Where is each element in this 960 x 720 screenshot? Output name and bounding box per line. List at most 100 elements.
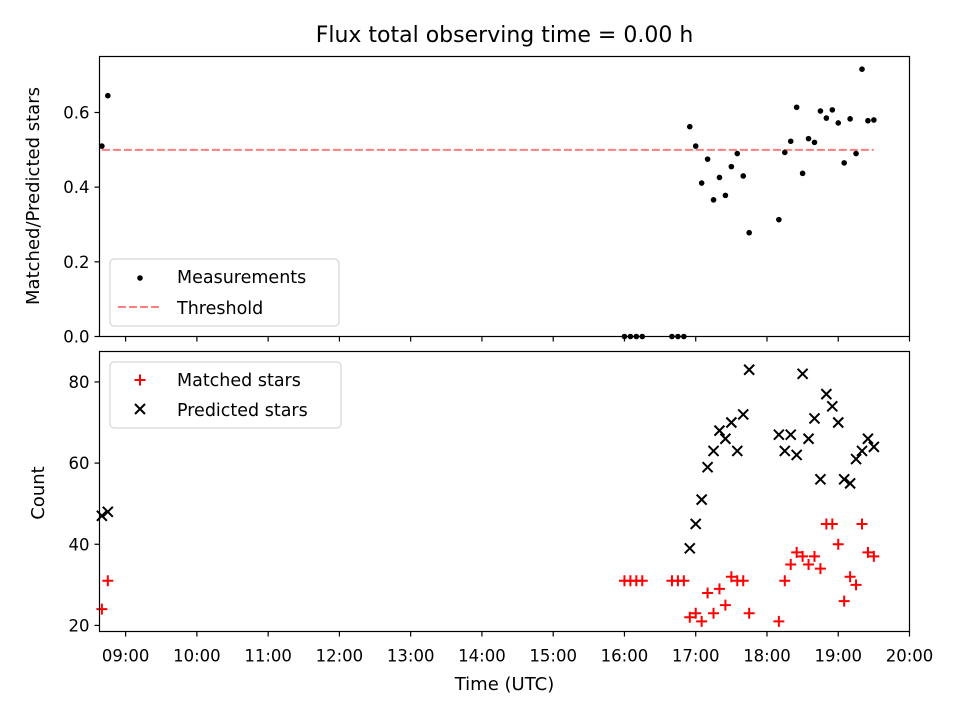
time-x-axis: 09:00 10:00 11:00 12:00 13:00 14:00 15:00 16:00… <box>102 631 933 666</box>
count-panel: 20 40 60 80 09:00 10:00 11:00 12:00 13:00 14:00 1… <box>28 350 933 695</box>
matched-star-point <box>791 546 803 558</box>
measurement-point <box>710 197 717 203</box>
predicted-star-point <box>838 473 850 486</box>
measurement-point <box>99 143 105 149</box>
measurement-point <box>740 173 747 179</box>
predicted-star-point <box>743 364 755 376</box>
time-x-tick-label: 15:00 <box>529 647 577 666</box>
matched-star-point <box>684 611 696 623</box>
ratio-x-ticks <box>125 336 911 342</box>
count-legend: Matched stars Predicted stars <box>109 361 342 429</box>
predicted-star-point <box>779 445 791 457</box>
measurement-point <box>722 192 729 199</box>
measurement-point <box>787 138 794 145</box>
time-x-tick-label: 17:00 <box>672 647 720 666</box>
matched-star-point <box>773 615 785 627</box>
ratio-y-tick-label: 0.4 <box>63 178 89 197</box>
count-y-tick-label: 20 <box>69 616 90 635</box>
legend-measurements-label: Measurements <box>177 268 306 288</box>
ratio-y-tick-label: 0.6 <box>63 104 89 123</box>
time-x-axis-label: Time (UTC) <box>454 674 555 695</box>
matched-star-point <box>779 575 791 587</box>
measurement-point <box>692 143 699 149</box>
predicted-star-point <box>737 408 749 421</box>
matched-star-point <box>856 518 868 530</box>
time-x-tick-label: 14:00 <box>458 647 506 666</box>
count-plot-area <box>96 364 880 627</box>
count-legend-box <box>109 361 342 429</box>
measurement-point <box>686 123 693 130</box>
matched-star-point <box>797 550 809 562</box>
ratio-axes-frame <box>98 55 911 338</box>
measurement-point <box>871 117 877 123</box>
count-y-axis: 20 40 60 80 <box>69 373 100 635</box>
predicted-star-point <box>690 518 702 530</box>
matched-star-point <box>743 607 755 619</box>
predicted-star-point <box>684 542 696 555</box>
ratio-y-tick-label: 0.0 <box>63 328 89 347</box>
predicted-star-point <box>731 445 743 457</box>
predicted-star-point <box>802 433 815 445</box>
matched-star-point <box>702 587 714 599</box>
matched-star-point <box>719 599 731 611</box>
matched-star-point <box>708 607 720 619</box>
predicted-star-point <box>820 388 833 400</box>
matched-star-point <box>868 550 880 562</box>
time-x-tick-label: 18:00 <box>743 647 791 666</box>
count-axes-frame <box>98 350 911 633</box>
matched-star-point <box>826 518 838 530</box>
matched-star-point <box>808 550 820 562</box>
predicted-star-point <box>773 428 785 441</box>
time-x-tick-label: 12:00 <box>316 647 364 666</box>
measurement-point <box>829 107 836 113</box>
ratio-legend: Measurements Threshold <box>109 258 340 327</box>
predicted-star-point <box>814 473 827 486</box>
measurement-point <box>847 116 853 122</box>
count-y-tick-label: 40 <box>69 535 90 554</box>
figure-title: Flux total observing time = 0.00 h <box>316 23 694 48</box>
predicted-star-point <box>832 416 844 429</box>
count-y-tick-label: 60 <box>69 454 90 473</box>
legend-predicted-marker <box>134 403 146 415</box>
measurement-point <box>716 174 723 181</box>
legend-threshold-label: Threshold <box>176 299 263 319</box>
legend-measurements-marker <box>137 275 143 281</box>
measurement-point <box>704 156 711 162</box>
predicted-star-point <box>868 441 880 453</box>
predicted-star-point <box>796 368 809 380</box>
predicted-star-point <box>850 453 862 465</box>
matched-star-point <box>850 579 862 591</box>
predicted-star-point <box>826 400 839 412</box>
matched-star-point <box>832 538 844 550</box>
matched-star-point <box>636 575 648 587</box>
matched-star-point <box>678 575 690 587</box>
measurement-point <box>734 150 741 157</box>
matched-star-point <box>696 615 708 627</box>
predicted-star-point <box>856 445 868 457</box>
measurement-point <box>865 117 871 124</box>
measurement-point <box>859 66 865 72</box>
matched-star-point <box>725 571 737 583</box>
measurement-point <box>793 104 800 111</box>
ratio-y-axis: 0.0 0.2 0.4 0.6 <box>63 104 100 347</box>
matched-star-point <box>102 575 114 587</box>
measurement-point <box>746 229 752 236</box>
legend-matched-marker <box>134 374 146 386</box>
legend-predicted-label: Predicted stars <box>177 401 308 421</box>
matched-star-point <box>803 559 815 571</box>
measurement-point <box>781 149 788 156</box>
matched-star-point <box>96 603 108 615</box>
time-x-tick-label: 09:00 <box>102 647 150 666</box>
measurement-point <box>841 160 847 166</box>
matched-star-point <box>838 595 850 607</box>
matched-star-point <box>690 607 702 619</box>
time-x-tick-label: 13:00 <box>387 647 435 666</box>
matched-star-point <box>862 546 874 558</box>
time-x-tick-label: 19:00 <box>814 647 862 666</box>
ratio-panel: 0.0 0.2 0.4 0.6 Matched/Predicted stars Mea… <box>23 55 911 347</box>
measurement-point <box>817 108 824 114</box>
measurement-point <box>728 163 735 170</box>
count-y-tick-label: 80 <box>69 373 90 392</box>
measurement-point <box>105 92 111 99</box>
